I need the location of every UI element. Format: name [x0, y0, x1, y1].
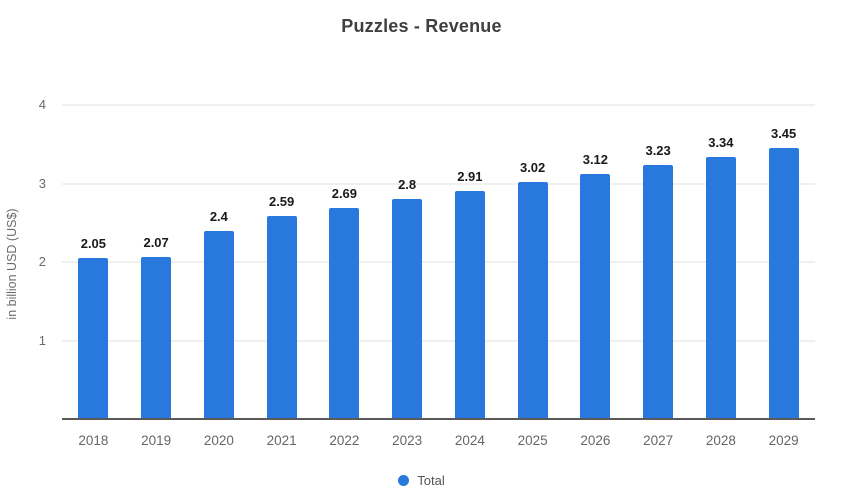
x-tick-label: 2026	[580, 433, 611, 448]
bar-2020[interactable]	[203, 230, 234, 419]
bar-2023[interactable]	[392, 199, 423, 419]
legend[interactable]: Total	[0, 473, 843, 488]
y-tick-label: 2	[38, 254, 46, 269]
x-tick-label: 2021	[266, 433, 297, 448]
legend-swatch-icon	[398, 475, 410, 486]
value-label: 2.4	[209, 208, 228, 224]
value-label: 2.69	[331, 185, 358, 201]
value-label: 3.12	[582, 152, 609, 168]
bar-2029[interactable]	[768, 148, 799, 419]
value-label: 3.45	[770, 126, 797, 142]
x-tick-label: 2019	[141, 433, 172, 448]
x-tick-label: 2027	[643, 433, 674, 448]
x-tick-label: 2024	[454, 433, 485, 448]
bar-2026[interactable]	[580, 174, 611, 419]
bar-2022[interactable]	[329, 207, 360, 419]
value-label: 3.23	[645, 143, 671, 159]
x-tick-label: 2029	[768, 433, 799, 448]
bar-2024[interactable]	[454, 190, 485, 419]
gridline	[62, 261, 815, 263]
y-tick-label: 1	[38, 332, 46, 348]
value-label: 2.05	[80, 236, 107, 252]
bar-2028[interactable]	[705, 156, 736, 419]
value-label: 2.07	[143, 234, 169, 250]
legend-label: Total	[417, 473, 445, 488]
chart-title: Puzzles - Revenue	[341, 16, 502, 36]
y-tick-label: 4	[38, 97, 46, 112]
bar-2018[interactable]	[78, 258, 109, 419]
value-label: 3.34	[708, 134, 734, 150]
value-label: 2.8	[398, 177, 417, 193]
bar-2021[interactable]	[266, 215, 297, 419]
x-tick-label: 2018	[78, 433, 109, 448]
value-label: 3.02	[519, 159, 546, 175]
bar-2025[interactable]	[517, 181, 548, 419]
bar-2027[interactable]	[643, 165, 674, 419]
gridline	[62, 104, 815, 106]
x-tick-label: 2023	[392, 433, 423, 448]
y-tick-label: 3	[38, 175, 46, 191]
x-tick-label: 2025	[517, 433, 548, 448]
value-label: 2.91	[457, 168, 483, 184]
x-axis-line	[62, 418, 815, 420]
gridline	[62, 339, 815, 342]
bar-2019[interactable]	[141, 256, 172, 419]
gridline	[62, 182, 815, 185]
x-tick-label: 2020	[203, 433, 234, 448]
x-tick-label: 2022	[329, 433, 360, 448]
x-tick-label: 2028	[705, 433, 736, 448]
value-label: 2.59	[268, 193, 295, 209]
